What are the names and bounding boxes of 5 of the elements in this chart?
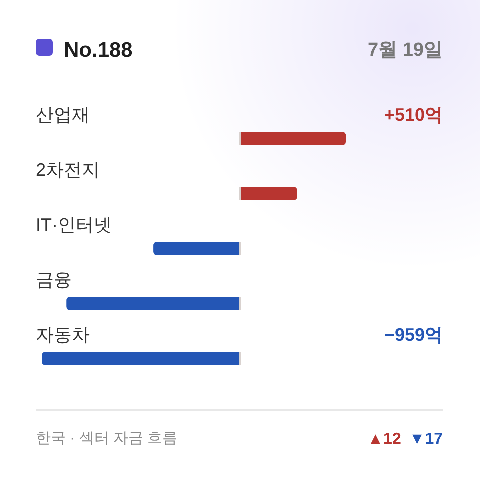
annotation: 한국 · 섹터 자금 흐름 (36, 430, 178, 447)
annotation: ▲12 (368, 431, 402, 448)
annotation: ▼17 (409, 431, 443, 448)
subtitle: 7월 19일 (368, 40, 443, 61)
title: No.188 (64, 39, 133, 62)
